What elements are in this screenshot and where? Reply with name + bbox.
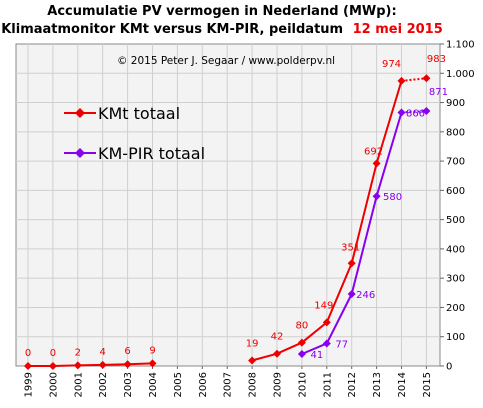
data-point xyxy=(148,359,157,368)
x-tick-label: 2003 xyxy=(123,372,134,397)
series-dotted-line xyxy=(401,77,427,82)
data-point xyxy=(75,148,85,158)
chart-title-line2-text: Klimaatmonitor KMt versus KM-PIR, peilda… xyxy=(1,22,343,37)
data-point xyxy=(322,318,331,327)
x-tick-label: 2015 xyxy=(422,372,433,397)
legend-label: KM-PIR totaal xyxy=(98,144,205,163)
data-point xyxy=(98,360,107,369)
data-label: 351 xyxy=(341,242,360,253)
chart-title-line2: Klimaatmonitor KMt versus KM-PIR, peilda… xyxy=(1,22,443,37)
data-point xyxy=(273,349,281,358)
data-point xyxy=(248,356,257,365)
data-point xyxy=(297,338,306,347)
x-tick-label: 2004 xyxy=(148,372,159,397)
y-tick-label: 200 xyxy=(446,303,465,314)
data-label: 974 xyxy=(382,59,401,70)
x-tick-label: 2014 xyxy=(397,372,408,397)
data-label: 80 xyxy=(296,321,309,332)
x-axis: 1999 2000 2001 2002 2003 2004 2005 2006 2007 2008… xyxy=(24,366,433,397)
data-point xyxy=(397,108,406,117)
data-label: 871 xyxy=(429,87,448,98)
x-tick-label: 2011 xyxy=(322,372,333,397)
legend-label: KMt totaal xyxy=(98,104,180,123)
y-tick-label: 800 xyxy=(446,127,465,138)
x-tick-label: 1999 xyxy=(24,372,35,397)
y-tick-label: 400 xyxy=(446,244,465,255)
legend: KMt totaal KM-PIR totaal xyxy=(64,104,205,163)
y-tick-label: 100 xyxy=(446,332,465,343)
y-axis: 0 100 200 300 400 500 600 700 800 900 1.000 1.100 xyxy=(440,40,475,373)
x-tick-label: 2010 xyxy=(297,372,308,397)
y-tick-label: 900 xyxy=(446,98,465,109)
data-label: 9 xyxy=(149,345,155,356)
y-tick-label: 0 xyxy=(446,362,452,373)
data-point xyxy=(322,339,331,348)
data-label: 77 xyxy=(335,339,348,350)
data-point xyxy=(372,159,381,168)
series-line xyxy=(28,362,153,367)
x-tick-label: 2001 xyxy=(73,372,84,397)
data-point xyxy=(397,76,406,85)
data-label: 0 xyxy=(50,348,56,359)
y-tick-label: 1.100 xyxy=(446,40,475,51)
data-label: 19 xyxy=(246,338,259,349)
chart-title-line1: Accumulatie PV vermogen in Nederland (MW… xyxy=(47,4,396,19)
y-tick-label: 500 xyxy=(446,215,465,226)
data-label: 0 xyxy=(25,348,31,359)
data-point xyxy=(347,259,356,268)
data-label: 983 xyxy=(427,54,446,65)
x-tick-label: 2002 xyxy=(98,372,109,397)
data-point xyxy=(347,289,356,298)
data-point xyxy=(422,107,431,116)
series-kmpir: 41 77 246 580 866 871 xyxy=(297,87,448,361)
y-tick-label: 700 xyxy=(446,157,465,168)
data-point xyxy=(24,362,32,370)
data-point xyxy=(73,361,82,370)
x-tick-label: 2007 xyxy=(223,372,234,397)
data-label: 2 xyxy=(75,347,81,358)
plot-area xyxy=(15,43,441,367)
data-point xyxy=(372,192,381,201)
data-label: 580 xyxy=(383,192,402,203)
y-tick-label: 600 xyxy=(446,186,465,197)
x-tick-label: 2012 xyxy=(347,372,358,397)
data-point xyxy=(297,349,306,358)
data-label: 41 xyxy=(311,350,324,361)
data-point xyxy=(75,108,85,118)
x-tick-label: 2000 xyxy=(48,372,59,397)
x-tick-label: 2006 xyxy=(198,372,209,397)
data-point xyxy=(422,74,431,83)
data-label: 4 xyxy=(100,347,106,358)
y-tick-label: 300 xyxy=(446,274,465,285)
data-label: 866 xyxy=(406,108,425,119)
data-label: 6 xyxy=(124,346,130,357)
y-tick-label: 1.000 xyxy=(446,69,475,80)
data-point xyxy=(48,362,57,370)
data-label: 42 xyxy=(271,332,284,343)
x-tick-label: 2008 xyxy=(248,372,259,397)
data-label: 246 xyxy=(356,290,375,301)
data-label: 149 xyxy=(314,300,333,311)
data-label: 692 xyxy=(364,146,383,157)
x-tick-label: 2013 xyxy=(372,372,383,397)
data-point xyxy=(123,360,132,369)
series-dotted-line xyxy=(401,110,427,114)
copyright-text: © 2015 Peter J. Segaar / www.polderpv.nl xyxy=(117,55,335,67)
x-tick-label: 2009 xyxy=(273,372,284,397)
x-tick-label: 2005 xyxy=(173,372,184,397)
chart-title-date: 12 mei 2015 xyxy=(353,22,443,37)
